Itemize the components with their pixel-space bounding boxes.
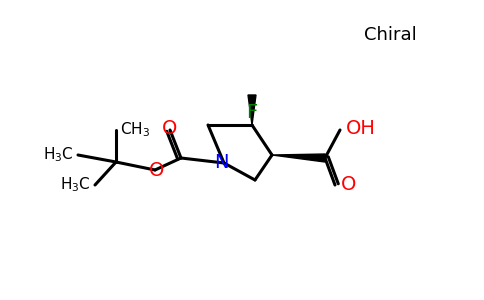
Text: O: O bbox=[149, 160, 165, 179]
Text: H$_3$C: H$_3$C bbox=[44, 146, 74, 164]
Text: N: N bbox=[214, 154, 228, 172]
Text: H$_3$C: H$_3$C bbox=[60, 176, 91, 194]
Text: O: O bbox=[162, 118, 178, 137]
Text: Chiral: Chiral bbox=[363, 26, 416, 44]
Text: CH$_3$: CH$_3$ bbox=[120, 121, 150, 139]
Text: F: F bbox=[246, 103, 257, 122]
Text: OH: OH bbox=[346, 118, 376, 137]
Polygon shape bbox=[272, 154, 325, 162]
Text: O: O bbox=[341, 176, 356, 194]
Polygon shape bbox=[248, 95, 256, 125]
